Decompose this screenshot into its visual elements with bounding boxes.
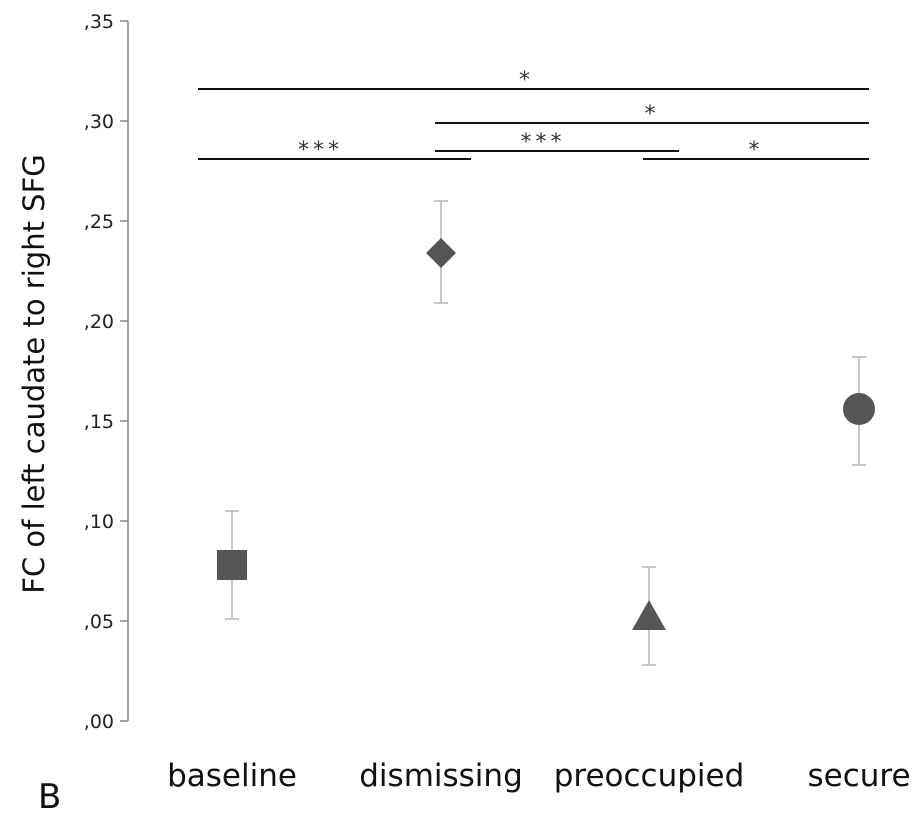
significance-label-0: *: [519, 68, 534, 93]
panel-label: B: [38, 777, 61, 813]
marker-circle-secure: [843, 393, 875, 425]
y-axis: ,00 ,05 ,10 ,15 ,20 ,25 ,30 ,35: [84, 11, 129, 733]
significance-brackets: ******** *: [198, 68, 869, 163]
significance-label-3: ***: [298, 138, 343, 163]
marker-square-baseline: [217, 550, 247, 580]
y-tick-label-2: ,10: [84, 511, 114, 533]
marker-triangle-preoccupied: [632, 600, 666, 630]
y-tick-label-6: ,30: [84, 111, 114, 133]
y-tick-label-0: ,00: [84, 711, 114, 733]
marker-diamond-dismissing: [426, 238, 456, 268]
y-tick-label-1: ,05: [84, 611, 114, 633]
significance-label-2: ***: [521, 130, 566, 155]
y-tick-label-4: ,20: [84, 311, 114, 333]
point-secure: [843, 356, 875, 466]
y-tick-label-5: ,25: [84, 211, 114, 233]
category-labels: baseline dismissing preoccupied secure: [167, 758, 910, 794]
category-label-dismissing: dismissing: [359, 758, 523, 794]
category-label-baseline: baseline: [167, 758, 297, 794]
data-points: [217, 200, 875, 666]
y-tick-label-3: ,15: [84, 411, 114, 433]
category-label-secure: secure: [807, 758, 910, 794]
category-label-preoccupied: preoccupied: [554, 758, 745, 794]
point-baseline: [217, 510, 247, 620]
significance-label-4: *: [749, 138, 764, 163]
point-dismissing: [426, 200, 456, 304]
y-axis-label: FC of left caudate to right SFG: [17, 154, 51, 593]
point-preoccupied: [632, 566, 666, 666]
significance-label-1: *: [645, 102, 660, 127]
y-tick-label-7: ,35: [84, 11, 114, 33]
